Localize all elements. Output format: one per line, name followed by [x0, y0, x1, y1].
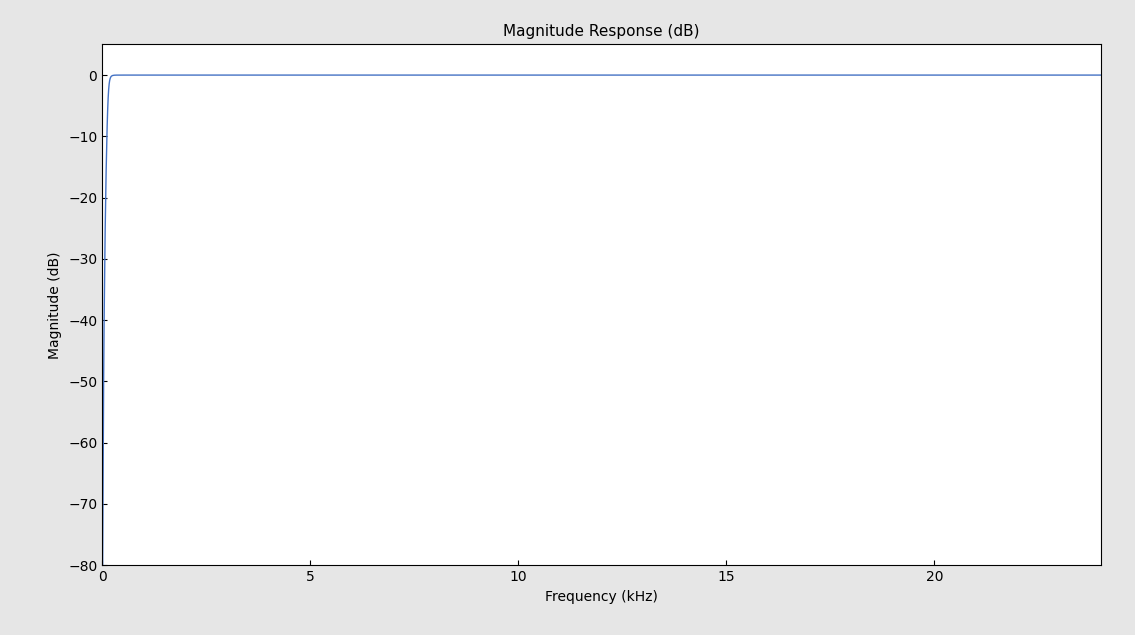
X-axis label: Frequency (kHz): Frequency (kHz): [545, 589, 658, 603]
Title: Magnitude Response (dB): Magnitude Response (dB): [503, 24, 700, 39]
Y-axis label: Magnitude (dB): Magnitude (dB): [49, 251, 62, 359]
